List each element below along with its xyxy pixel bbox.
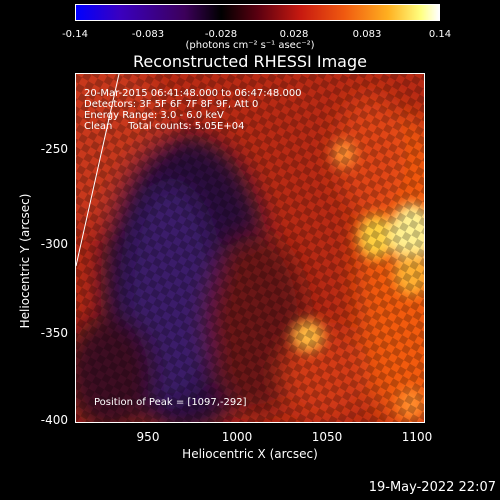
y-tick-label: -400 — [40, 413, 68, 427]
peak-position-label: Position of Peak = [1097,-292] — [94, 397, 247, 408]
info-energy-range: Energy Range: 3.0 - 6.0 keV — [84, 110, 224, 121]
ripple-pattern — [76, 74, 424, 422]
x-tick-label: 950 — [136, 430, 160, 444]
limb-line — [76, 74, 120, 267]
info-clean-counts: Clean Total counts: 5.05E+04 — [84, 121, 245, 132]
y-axis-label: Heliocentric Y (arcsec) — [18, 193, 32, 329]
colorbar-tick: -0.083 — [131, 29, 165, 40]
info-time-range: 20-Mar-2015 06:41:48.000 to 06:47:48.000 — [84, 88, 302, 99]
colorbar-tick: 0.028 — [279, 29, 309, 40]
colorbar-tick: 0.14 — [428, 29, 452, 40]
info-detectors: Detectors: 3F 5F 6F 7F 8F 9F, Att 0 — [84, 99, 259, 110]
render-timestamp: 19-May-2022 22:07 — [368, 480, 496, 495]
x-tick-label: 1000 — [221, 430, 253, 444]
y-tick-label: -350 — [40, 326, 68, 340]
colorbar-tick: 0.083 — [352, 29, 382, 40]
x-tick-label: 1100 — [401, 430, 433, 444]
image-svg — [76, 74, 424, 422]
colorbar-tick: -0.028 — [204, 29, 238, 40]
y-tick-label: -300 — [40, 237, 68, 251]
plot-title: Reconstructed RHESSI Image — [133, 52, 367, 71]
y-tick-label: -250 — [40, 142, 68, 156]
colorbar — [75, 4, 440, 21]
colorbar-units: (photons cm⁻² s⁻¹ asec⁻²) — [185, 40, 315, 51]
colorbar-tick: -0.14 — [62, 29, 88, 40]
rhessi-image: 20-Mar-2015 06:41:48.000 to 06:47:48.000… — [75, 73, 425, 423]
x-axis-label: Heliocentric X (arcsec) — [182, 447, 318, 461]
x-tick-label: 1050 — [311, 430, 343, 444]
